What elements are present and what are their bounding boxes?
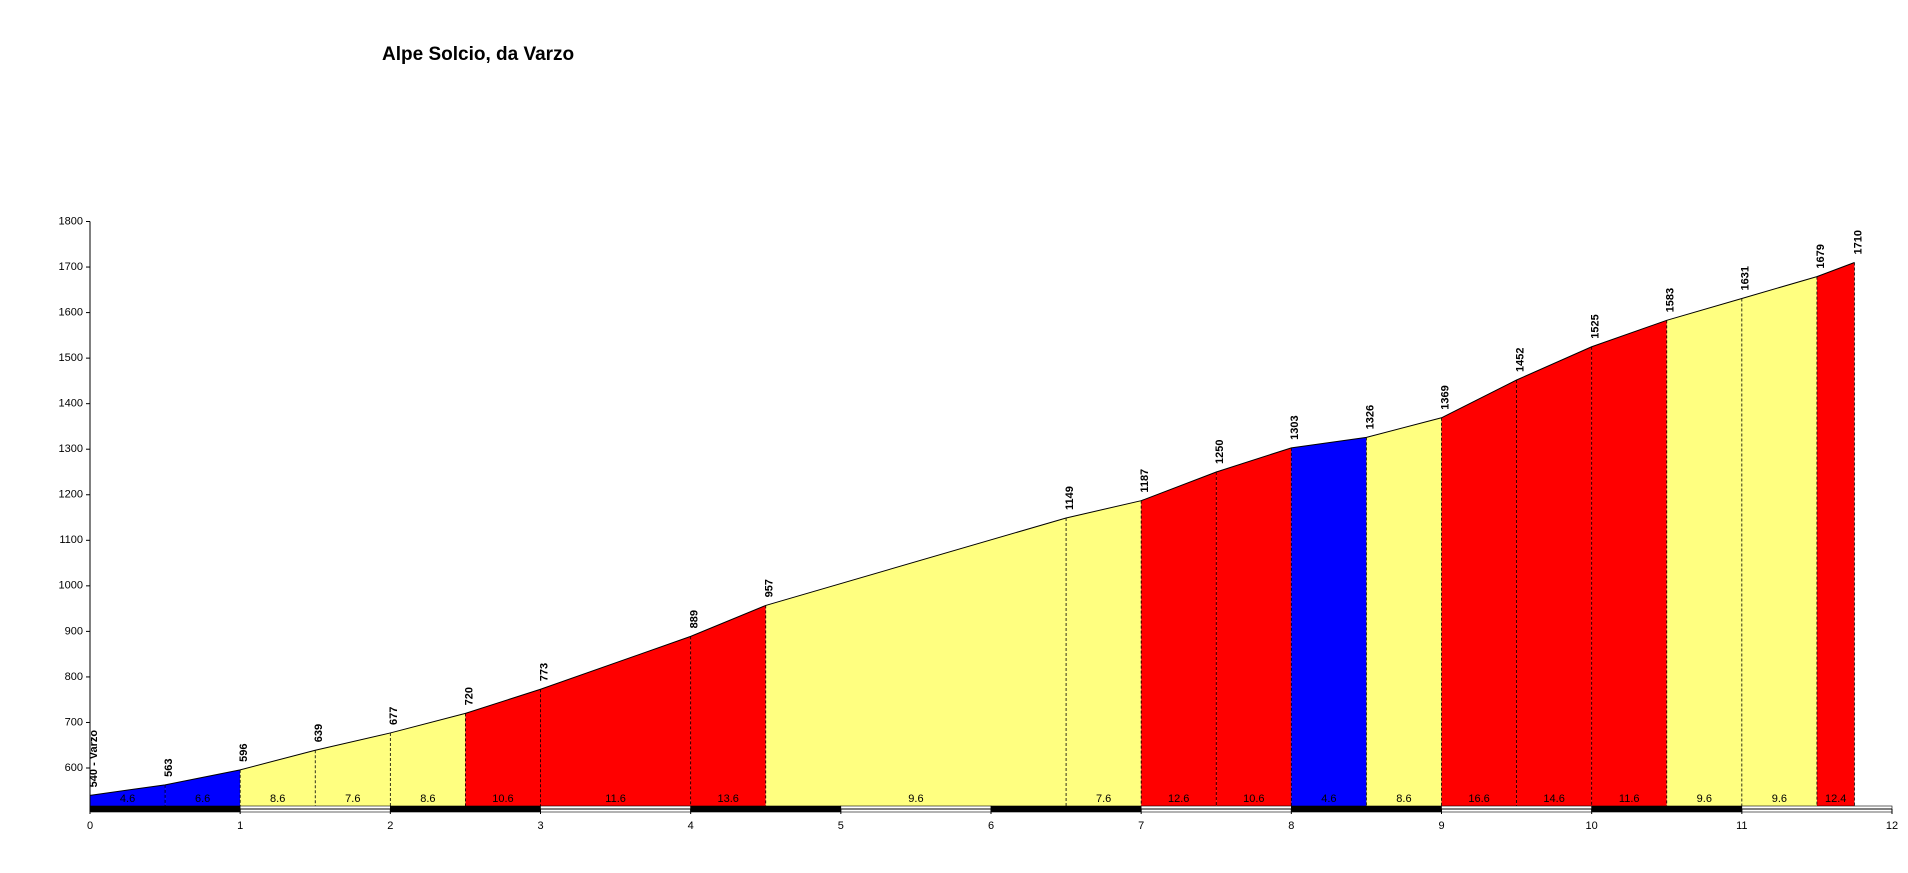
elevation-label: 563 [163, 759, 175, 777]
segment-area [1516, 346, 1592, 809]
grade-label: 10.6 [1243, 793, 1264, 805]
chart-title: Alpe Solcio, da Varzo [382, 44, 574, 65]
y-tick-label: 1700 [59, 261, 83, 273]
y-tick-label: 800 [65, 671, 83, 683]
x-tick-label: 10 [1586, 820, 1598, 832]
elevation-label: 1187 [1139, 469, 1151, 493]
elevation-label: 1452 [1514, 348, 1526, 372]
grade-label: 8.6 [1396, 793, 1411, 805]
segment-area [390, 713, 466, 809]
y-tick-label: 1500 [59, 352, 83, 364]
segment-area [765, 517, 1067, 809]
x-tick-label: 9 [1438, 820, 1444, 832]
segment-area [90, 784, 166, 809]
elevation-label: 773 [538, 663, 550, 681]
segment-area [1816, 262, 1855, 809]
grade-label: 8.6 [420, 793, 435, 805]
grade-label: 12.6 [1168, 793, 1189, 805]
elevation-label: 1326 [1364, 405, 1376, 429]
grade-label: 11.6 [605, 793, 626, 805]
x-tick-label: 4 [688, 820, 694, 832]
profile-line [89, 262, 1855, 796]
elevation-label: 889 [689, 610, 701, 628]
grade-label: 4.6 [120, 793, 135, 805]
elevation-label: 596 [238, 743, 250, 761]
x-tick-label: 8 [1288, 820, 1294, 832]
grade-label: 9.6 [908, 793, 923, 805]
elevation-label: 1149 [1064, 486, 1076, 510]
x-tick-label: 0 [87, 820, 93, 832]
y-tick-label: 700 [65, 716, 83, 728]
elevation-label: 540 - Varzo [88, 730, 100, 788]
grade-label: 16.6 [1468, 793, 1489, 805]
grade-label: 14.6 [1543, 793, 1564, 805]
segment-area [1291, 437, 1367, 809]
y-tick-label: 1000 [59, 580, 83, 592]
segment-area [540, 636, 691, 809]
grade-label: 8.6 [270, 793, 285, 805]
y-tick-label: 1600 [59, 306, 83, 318]
segment-area [1066, 500, 1142, 809]
x-tick-label: 7 [1138, 820, 1144, 832]
grade-label: 9.6 [1772, 793, 1787, 805]
elevation-label: 720 [463, 687, 475, 705]
grade-label: 12.4 [1825, 793, 1846, 805]
segment-area [1741, 276, 1817, 810]
elevation-label: 957 [764, 579, 776, 597]
segment-area [1591, 320, 1667, 809]
segment-area [315, 732, 391, 809]
segment-area [1366, 417, 1442, 809]
x-tick-label: 12 [1886, 820, 1898, 832]
y-tick-label: 1200 [59, 489, 83, 501]
elevation-label: 1303 [1289, 415, 1301, 439]
y-tick-label: 1800 [59, 215, 83, 227]
grade-label: 4.6 [1321, 793, 1336, 805]
x-tick-label: 5 [838, 820, 844, 832]
x-tick-label: 2 [387, 820, 393, 832]
segment-area [1216, 447, 1292, 809]
x-tick-label: 1 [237, 820, 243, 832]
grade-label: 10.6 [492, 793, 513, 805]
y-tick-label: 1400 [59, 398, 83, 410]
elevation-label: 1250 [1214, 440, 1226, 464]
grade-label: 13.6 [717, 793, 738, 805]
elevation-label: 1525 [1590, 314, 1602, 338]
y-tick-label: 900 [65, 625, 83, 637]
elevation-label: 1710 [1852, 230, 1864, 254]
elevation-label: 677 [388, 707, 400, 725]
grade-label: 6.6 [195, 793, 210, 805]
grade-label: 7.6 [1096, 793, 1111, 805]
x-tick-label: 11 [1736, 820, 1747, 832]
elevation-label: 639 [313, 724, 325, 742]
grade-label: 11.6 [1619, 793, 1640, 805]
segment-area [165, 769, 241, 809]
elevation-label: 1583 [1665, 288, 1677, 312]
segment-area [1141, 471, 1217, 809]
x-tick-label: 3 [537, 820, 543, 832]
y-tick-label: 600 [65, 762, 83, 774]
elevation-label: 1679 [1815, 244, 1827, 268]
grade-label: 7.6 [345, 793, 360, 805]
elevation-label: 1631 [1740, 266, 1752, 290]
segment-area [690, 605, 766, 809]
grade-label: 9.6 [1697, 793, 1712, 805]
y-tick-label: 1100 [59, 534, 83, 546]
y-tick-label: 1300 [59, 443, 83, 455]
segment-area [1441, 379, 1517, 809]
segment-area [465, 689, 541, 809]
x-tick-label: 6 [988, 820, 994, 832]
elevation-label: 1369 [1439, 385, 1451, 409]
segment-area [1666, 298, 1742, 809]
